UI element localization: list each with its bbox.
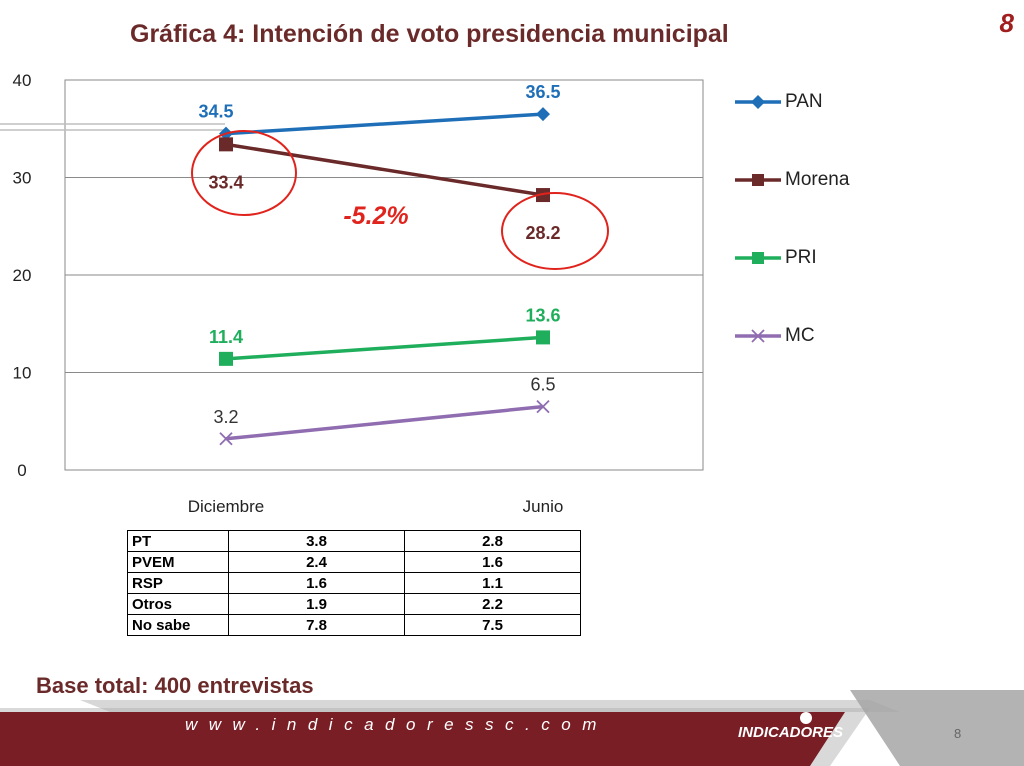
diciembre-cell: 2.4 — [228, 551, 405, 573]
footer-url[interactable]: www.indicadoressc.com — [185, 715, 608, 734]
plot-frame — [64, 79, 704, 471]
data-label: 3.2 — [213, 407, 238, 427]
y-tick-label: 30 — [13, 169, 32, 188]
series-line-mc — [225, 404, 544, 441]
y-tick-label: 0 — [17, 461, 26, 480]
table-row: No sabe 7.8 7.5 — [127, 614, 581, 636]
data-label: 13.6 — [525, 305, 560, 325]
company-logo: INDICADORES — [738, 724, 844, 741]
other-parties-table: PT 3.8 2.8 PVEM 2.4 1.6 RSP 1.6 1.1 Otros 1.9 2.2 No… — [127, 530, 581, 636]
y-tick-label: 10 — [13, 364, 32, 383]
party-cell: Otros — [127, 593, 229, 615]
table-row: Otros 1.9 2.2 — [127, 593, 581, 615]
marker-pri — [536, 330, 550, 345]
junio-cell: 2.8 — [404, 530, 581, 552]
x-tick-label: Junio — [523, 497, 564, 516]
marker-mc — [219, 432, 233, 446]
marker-pan — [536, 107, 550, 122]
series-line-morena — [225, 142, 544, 197]
change-annotation: -5.2% — [343, 202, 408, 230]
legend-label: MC — [785, 325, 815, 346]
sample-base: Base total: 400 entrevistas — [36, 673, 314, 698]
party-cell: PT — [127, 530, 229, 552]
series-line-pan — [225, 112, 544, 136]
legend-item-pri: PRI — [735, 246, 817, 270]
footer-right-band — [850, 690, 1024, 766]
data-label: 11.4 — [209, 327, 243, 347]
party-cell: No sabe — [127, 614, 229, 636]
page-title: Gráfica 4: Intención de voto presidencia… — [130, 20, 729, 48]
y-tick-label: 20 — [13, 266, 32, 285]
table-row: PVEM 2.4 1.6 — [127, 551, 581, 573]
table-row: PT 3.8 2.8 — [127, 530, 581, 552]
marker-morena — [536, 188, 550, 203]
junio-cell: 1.6 — [404, 551, 581, 573]
y-tick-label: 40 — [13, 71, 32, 90]
data-label: 28.2 — [525, 223, 560, 243]
footer-brand-band — [0, 712, 845, 766]
legend-item-mc: MC — [735, 324, 815, 348]
legend-label: Morena — [785, 169, 850, 190]
legend-item-pan: PAN — [735, 90, 823, 114]
junio-cell: 2.2 — [404, 593, 581, 615]
diciembre-cell: 7.8 — [228, 614, 405, 636]
series-line-pri — [225, 335, 544, 361]
legend-swatch-icon — [735, 95, 781, 109]
party-cell: RSP — [127, 572, 229, 594]
marker-mc — [536, 399, 550, 414]
legend-swatch-icon — [735, 252, 781, 264]
diciembre-cell: 3.8 — [228, 530, 405, 552]
footer-page-number: 8 — [954, 726, 962, 741]
legend-item-morena: Morena — [735, 168, 849, 192]
marker-morena — [219, 137, 233, 152]
slide-number: 8 — [999, 8, 1014, 38]
marker-pri — [219, 351, 233, 366]
junio-cell: 7.5 — [404, 614, 581, 636]
legend-swatch-icon — [735, 329, 781, 343]
plot-area: 0 10 20 30 40 Diciembre Junio 34.5 36.5 33.4 28.2 1… — [0, 71, 704, 516]
legend-swatch-icon — [735, 174, 781, 186]
data-label: 6.5 — [530, 375, 555, 395]
junio-cell: 1.1 — [404, 572, 581, 594]
diciembre-cell: 1.9 — [228, 593, 405, 615]
footer-shadow — [80, 700, 900, 712]
table-row: RSP 1.6 1.1 — [127, 572, 581, 594]
data-label: 33.4 — [208, 172, 243, 192]
diciembre-cell: 1.6 — [228, 572, 405, 594]
data-label: 36.5 — [525, 82, 560, 102]
x-tick-label: Diciembre — [188, 497, 265, 516]
legend-label: PRI — [785, 247, 817, 268]
highlight-circle — [501, 192, 609, 270]
legend-label: PAN — [785, 91, 823, 112]
party-cell: PVEM — [127, 551, 229, 573]
data-label: 34.5 — [198, 102, 233, 122]
logo-mark-icon — [800, 712, 812, 724]
highlight-circle — [191, 130, 297, 216]
